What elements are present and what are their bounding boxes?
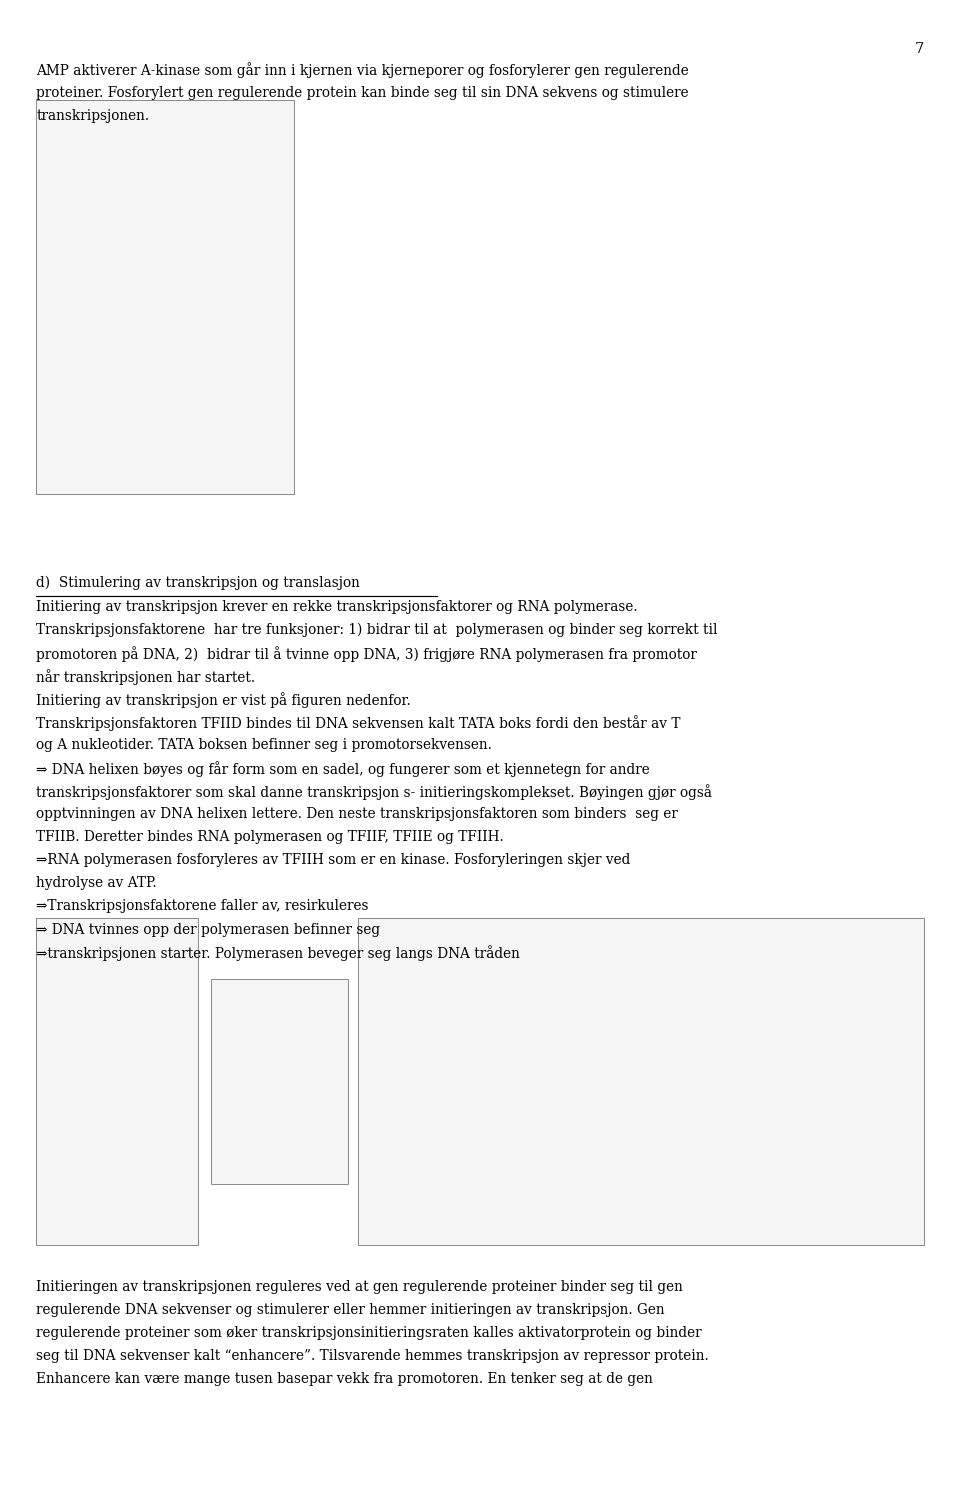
Text: Initiering av transkripsjon krever en rekke transkripsjonsfaktorer og RNA polyme: Initiering av transkripsjon krever en re… [36, 600, 638, 613]
Text: ⇒ DNA helixen bøyes og får form som en sadel, og fungerer som et kjennetegn for : ⇒ DNA helixen bøyes og får form som en s… [36, 760, 650, 777]
Text: Initiering av transkripsjon er vist på figuren nedenfor.: Initiering av transkripsjon er vist på f… [36, 692, 411, 708]
FancyBboxPatch shape [211, 979, 348, 1184]
Text: regulerende DNA sekvenser og stimulerer eller hemmer initieringen av transkripsj: regulerende DNA sekvenser og stimulerer … [36, 1303, 665, 1317]
Text: AMP aktiverer A-kinase som går inn i kjernen via kjerneporer og fosforylerer gen: AMP aktiverer A-kinase som går inn i kje… [36, 62, 689, 79]
Text: seg til DNA sekvenser kalt “enhancere”. Tilsvarende hemmes transkripsjon av repr: seg til DNA sekvenser kalt “enhancere”. … [36, 1348, 709, 1363]
FancyBboxPatch shape [36, 100, 294, 494]
Text: ⇒RNA polymerasen fosforyleres av TFIIH som er en kinase. Fosforyleringen skjer v: ⇒RNA polymerasen fosforyleres av TFIIH s… [36, 854, 631, 868]
Text: promotoren på DNA, 2)  bidrar til å tvinne opp DNA, 3) frigjøre RNA polymerasen : promotoren på DNA, 2) bidrar til å tvinn… [36, 646, 697, 662]
Text: regulerende proteiner som øker transkripsjonsinitieringsraten kalles aktivatorpr: regulerende proteiner som øker transkrip… [36, 1326, 702, 1339]
Text: Enhancere kan være mange tusen basepar vekk fra promotoren. En tenker seg at de : Enhancere kan være mange tusen basepar v… [36, 1372, 654, 1385]
Text: Transkripsjonsfaktorene  har tre funksjoner: 1) bidrar til at  polymerasen og bi: Transkripsjonsfaktorene har tre funksjon… [36, 622, 718, 637]
Text: TFIIB. Deretter bindes RNA polymerasen og TFIIF, TFIIE og TFIIH.: TFIIB. Deretter bindes RNA polymerasen o… [36, 830, 504, 844]
Text: opptvinningen av DNA helixen lettere. Den neste transkripsjonsfaktoren som binde: opptvinningen av DNA helixen lettere. De… [36, 806, 679, 821]
Text: ⇒ DNA tvinnes opp der polymerasen befinner seg: ⇒ DNA tvinnes opp der polymerasen befinn… [36, 923, 380, 936]
Text: ⇒Transkripsjonsfaktorene faller av, resirkuleres: ⇒Transkripsjonsfaktorene faller av, resi… [36, 899, 369, 914]
Text: transkripsjonen.: transkripsjonen. [36, 109, 150, 122]
Text: d)  Stimulering av transkripsjon og translasjon: d) Stimulering av transkripsjon og trans… [36, 576, 360, 591]
Text: ⇒transkripsjonen starter. Polymerasen beveger seg langs DNA tråden: ⇒transkripsjonen starter. Polymerasen be… [36, 946, 520, 961]
Text: 7: 7 [914, 42, 924, 55]
Text: og A nukleotider. TATA boksen befinner seg i promotorsekvensen.: og A nukleotider. TATA boksen befinner s… [36, 738, 492, 751]
FancyBboxPatch shape [36, 918, 198, 1245]
Text: hydrolyse av ATP.: hydrolyse av ATP. [36, 876, 157, 890]
Text: transkripsjonsfaktorer som skal danne transkripsjon s- initieringskomplekset. Bø: transkripsjonsfaktorer som skal danne tr… [36, 784, 712, 801]
Text: Initieringen av transkripsjonen reguleres ved at gen regulerende proteiner binde: Initieringen av transkripsjonen regulere… [36, 1280, 684, 1293]
Text: proteiner. Fosforylert gen regulerende protein kan binde seg til sin DNA sekvens: proteiner. Fosforylert gen regulerende p… [36, 85, 689, 100]
Text: når transkripsjonen har startet.: når transkripsjonen har startet. [36, 668, 255, 684]
Text: Transkripsjonsfaktoren TFIID bindes til DNA sekvensen kalt TATA boks fordi den b: Transkripsjonsfaktoren TFIID bindes til … [36, 716, 681, 731]
FancyBboxPatch shape [358, 918, 924, 1245]
